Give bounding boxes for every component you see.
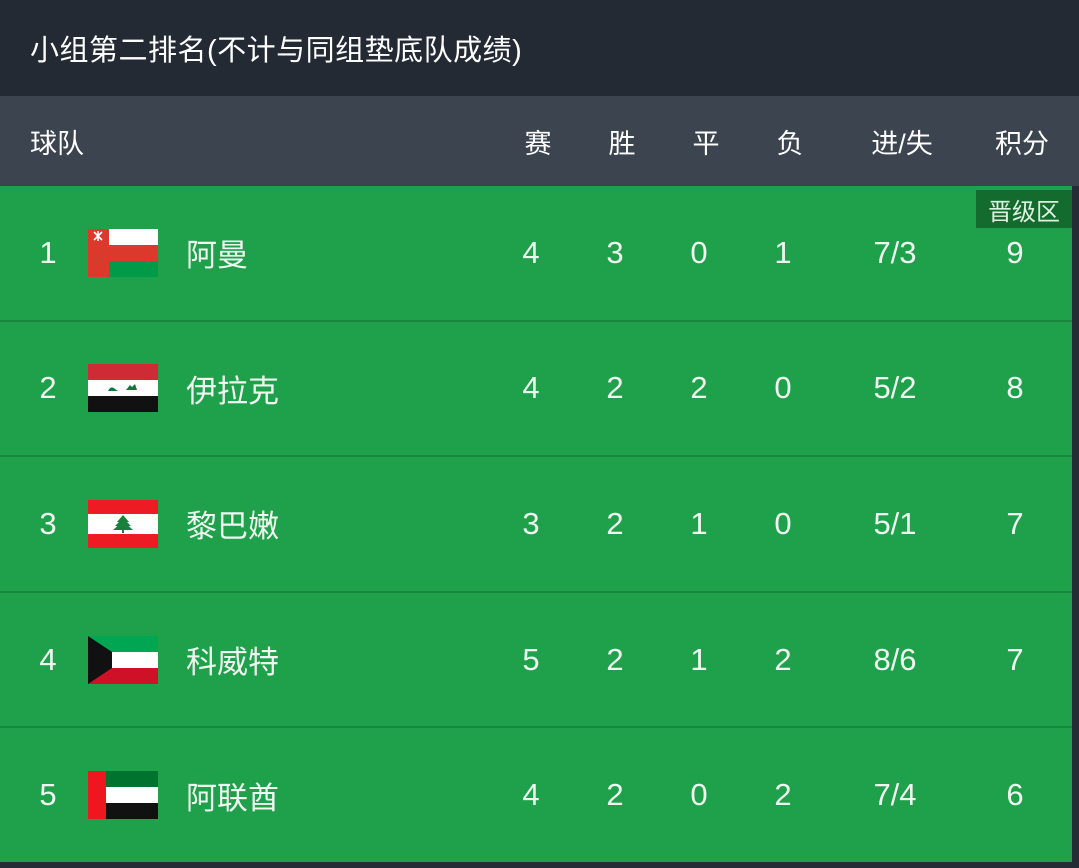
table-row[interactable]: 2 伊拉克 4 2 2 0 5/2 8: [0, 319, 1072, 456]
promotion-zone-badge: 晋级区: [976, 190, 1072, 228]
team-name: 阿曼: [186, 238, 248, 274]
column-header-won: 胜: [608, 128, 636, 159]
uae-flag-icon: [88, 771, 158, 820]
stat-drawn: 2: [690, 370, 708, 406]
stat-lost: 1: [774, 234, 792, 270]
rank-number: 4: [39, 641, 57, 677]
table-row[interactable]: 4 科威特 5 2 1 2 8/6 7: [0, 590, 1072, 727]
stat-points: 9: [1006, 234, 1024, 270]
team-name: 伊拉克: [186, 373, 279, 409]
stat-points: 7: [1006, 505, 1024, 541]
page-title: 小组第二排名(不计与同组垫底队成绩): [30, 35, 523, 67]
stat-points: 7: [1006, 641, 1024, 677]
team-name: 科威特: [186, 645, 279, 681]
column-header-team: 球队: [30, 128, 84, 159]
stat-goals: 5/2: [873, 370, 917, 406]
table-row[interactable]: 1 阿曼 4 3 0 1 7/3 9: [0, 186, 1072, 320]
stat-played: 5: [522, 641, 540, 677]
table-header-row: 球队 赛 胜 平 负 进/失 积分: [0, 96, 1079, 186]
column-header-points: 积分: [995, 128, 1049, 159]
rank-number: 5: [39, 777, 57, 813]
rank-number: 3: [39, 505, 57, 541]
stat-points: 8: [1006, 370, 1024, 406]
section-titlebar: 小组第二排名(不计与同组垫底队成绩): [0, 0, 1079, 96]
team-name: 黎巴嫩: [186, 509, 279, 545]
stat-goals: 5/1: [873, 505, 917, 541]
promotion-zone-label: 晋级区: [988, 198, 1060, 226]
column-header-lost: 负: [776, 128, 804, 159]
stat-drawn: 1: [690, 641, 708, 677]
rank-number: 1: [39, 234, 57, 270]
iraq-flag-icon: [88, 364, 158, 413]
stat-played: 3: [522, 505, 540, 541]
stat-played: 4: [522, 777, 540, 813]
stat-goals: 8/6: [873, 641, 917, 677]
oman-flag-icon: [88, 228, 158, 277]
stat-won: 2: [606, 370, 624, 406]
stat-goals: 7/3: [873, 234, 917, 270]
stat-won: 2: [606, 777, 624, 813]
stat-drawn: 0: [690, 777, 708, 813]
lebanon-flag-icon: [88, 499, 158, 548]
column-header-played: 赛: [524, 128, 552, 159]
rank-number: 2: [39, 370, 57, 406]
stat-won: 2: [606, 641, 624, 677]
stat-lost: 0: [774, 370, 792, 406]
stat-lost: 2: [774, 777, 792, 813]
stat-goals: 7/4: [873, 777, 917, 813]
stat-drawn: 1: [690, 505, 708, 541]
stat-played: 4: [522, 370, 540, 406]
stat-lost: 0: [774, 505, 792, 541]
stat-won: 2: [606, 505, 624, 541]
stat-lost: 2: [774, 641, 792, 677]
stat-drawn: 0: [690, 234, 708, 270]
stat-played: 4: [522, 234, 540, 270]
team-name: 阿联酋: [186, 780, 279, 816]
standings-table: 晋级区 1 阿曼 4 3 0 1 7/3 9 2: [0, 186, 1072, 862]
stat-won: 3: [606, 234, 624, 270]
table-row[interactable]: 5 阿联酋 4 2 0 2 7/4 6: [0, 726, 1072, 862]
kuwait-flag-icon: [88, 635, 158, 684]
column-header-drawn: 平: [692, 128, 720, 159]
column-header-goals: 进/失: [871, 128, 933, 159]
stat-points: 6: [1006, 777, 1024, 813]
table-row[interactable]: 3 黎巴嫩 3 2 1 0 5/1 7: [0, 455, 1072, 591]
